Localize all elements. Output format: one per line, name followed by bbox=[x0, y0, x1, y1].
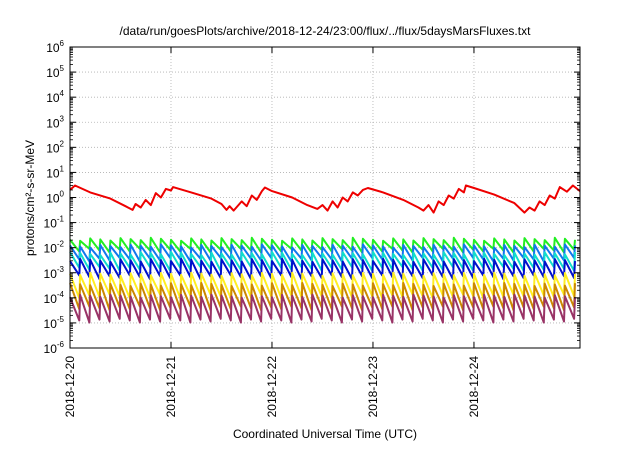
x-axis-label: Coordinated Universal Time (UTC) bbox=[233, 427, 417, 441]
series-line-2 bbox=[69, 236, 576, 254]
x-tick-label: 2018-12-23 bbox=[366, 356, 380, 418]
y-axis-label: protons/cm²-s-sr-MeV bbox=[23, 140, 37, 256]
y-tick-label: 100 bbox=[46, 190, 64, 206]
series-line-5 bbox=[69, 257, 576, 281]
grid bbox=[70, 47, 580, 348]
x-tick-label: 2018-12-20 bbox=[63, 356, 77, 418]
series-layer bbox=[69, 184, 581, 324]
y-tick-label: 10-6 bbox=[44, 340, 65, 356]
y-tick-label: 103 bbox=[46, 114, 64, 130]
series-line-8 bbox=[69, 293, 576, 324]
y-tick-label: 104 bbox=[46, 89, 64, 105]
y-tick-label: 10-5 bbox=[44, 315, 65, 331]
y-tick-label: 101 bbox=[46, 164, 64, 180]
y-tick-label: 10-2 bbox=[44, 240, 65, 256]
y-tick-label: 10-3 bbox=[44, 265, 65, 281]
x-tick-label: 2018-12-21 bbox=[164, 356, 178, 418]
y-tick-label: 105 bbox=[46, 64, 64, 80]
chart-title: /data/run/goesPlots/archive/2018-12-24/2… bbox=[120, 24, 532, 38]
x-tick-label: 2018-12-22 bbox=[265, 356, 279, 418]
y-axis: 10-6 10-5 10-4 10-3 10-2 10-1 100 101 102 103 104 1… bbox=[44, 39, 580, 356]
series-line-1 bbox=[69, 184, 581, 214]
y-tick-label: 102 bbox=[46, 139, 64, 155]
x-axis: 2018-12-20 2018-12-21 2018-12-22 2018-12-23… bbox=[63, 47, 481, 417]
y-tick-label: 106 bbox=[46, 39, 64, 55]
y-tick-label: 10-1 bbox=[44, 215, 65, 231]
y-tick-label: 10-4 bbox=[44, 290, 65, 306]
x-tick-label: 2018-12-24 bbox=[467, 356, 481, 418]
